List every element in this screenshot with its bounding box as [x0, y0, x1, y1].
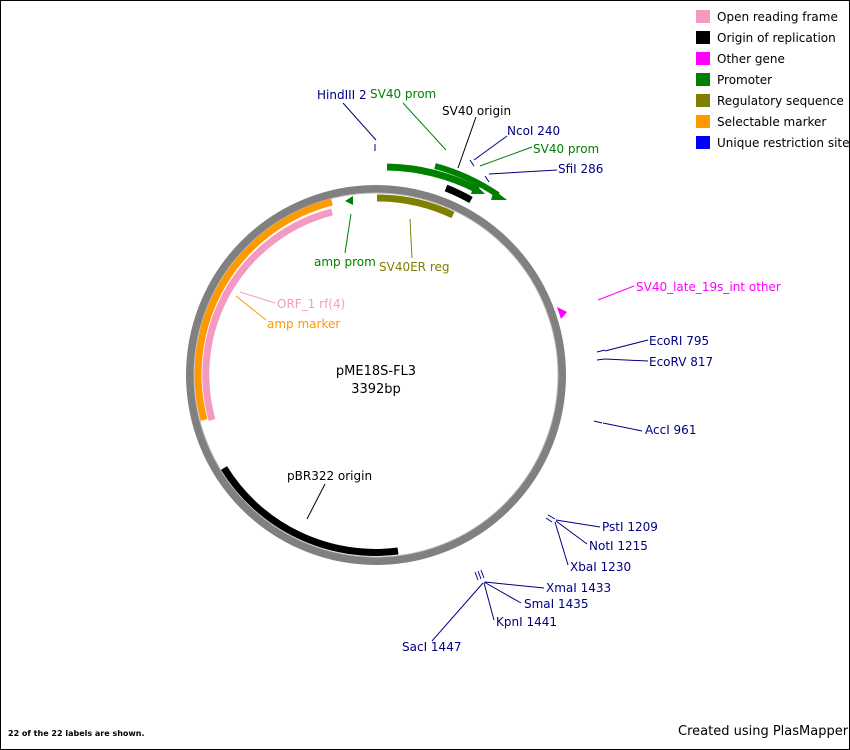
legend-swatch-marker: [696, 115, 710, 128]
legend: Open reading frame Origin of replication…: [696, 10, 850, 150]
hindiii-leader: [342, 102, 377, 141]
legend-swatch-other: [696, 52, 710, 65]
ecorv-label: EcoRV 817: [649, 355, 713, 369]
backbone-inner-line: [193, 192, 559, 558]
ecorv-leader: [604, 358, 649, 362]
ncoi-tick: [469, 159, 475, 167]
sv40-prom-a-leader: [402, 102, 447, 151]
plasmid-name: pME18S-FL3: [336, 364, 416, 379]
orf1-arc: [202, 208, 333, 421]
smai-leader: [483, 581, 522, 604]
sv40er-reg-leader: [409, 218, 413, 259]
legend-swatch-orf: [696, 10, 710, 23]
credit-text: Created using PlasMapper: [678, 724, 849, 739]
legend-swatch-regulatory: [696, 94, 710, 107]
acci-leader: [602, 422, 643, 432]
sv40er-reg-arc: [376, 194, 455, 219]
sv40-late-leader: [597, 285, 635, 301]
sv40-late-label: SV40_late_19s_int other: [636, 280, 781, 294]
amp-marker-arc: [194, 198, 333, 421]
sv40-prom-b-leader: [479, 146, 533, 167]
legend-swatch-origin: [696, 31, 710, 44]
xmai-label: XmaI 1433: [546, 581, 611, 595]
legend-label-other: Other gene: [717, 52, 785, 66]
pbr322-leader: [306, 483, 326, 520]
legend-swatch-restriction: [696, 136, 710, 149]
saci-leader: [431, 582, 484, 642]
xmai-leader: [484, 581, 545, 589]
acci-tick: [593, 420, 603, 424]
xmai-tick-a: [474, 571, 479, 581]
legend-label-orf: Open reading frame: [717, 10, 838, 24]
kpni-leader: [483, 582, 495, 621]
labels-shown-note: 22 of the 22 labels are shown.: [8, 729, 145, 738]
pbr322-label: pBR322 origin: [287, 469, 372, 483]
legend-label-origin: Origin of replication: [717, 31, 836, 45]
sv40-prom-b-label: SV40 prom: [533, 142, 599, 156]
xmai-tick-b: [477, 570, 482, 580]
sv40-prom-arc-a-arrow: [471, 183, 485, 194]
ncoi-label: NcoI 240: [507, 124, 560, 138]
sv40er-reg-label: SV40ER reg: [379, 260, 450, 274]
sv40-prom-arc-b-arrow: [491, 190, 507, 200]
sfii-leader: [488, 169, 558, 175]
noti-label: NotI 1215: [589, 539, 648, 553]
legend-label-regulatory: Regulatory sequence: [717, 94, 844, 108]
sfii-tick: [484, 175, 490, 183]
legend-swatch-promoter: [696, 73, 710, 86]
pbr322-origin-arc: [221, 466, 399, 556]
legend-label-marker: Selectable marker: [717, 115, 826, 129]
xbai-leader: [554, 521, 569, 566]
sv40-origin-leader: [457, 116, 477, 169]
kpni-label: KpnI 1441: [496, 615, 557, 629]
amp-prom-leader: [344, 213, 352, 254]
sv40-origin-label: SV40 origin: [442, 104, 511, 118]
hindiii-label: HindIII 2: [317, 88, 367, 102]
psti-leader: [555, 519, 601, 528]
legend-label-restriction: Unique restriction site: [717, 136, 850, 150]
orf1-leader: [239, 291, 276, 304]
amp-prom-mark: [345, 196, 353, 205]
psti-label: PstI 1209: [602, 520, 658, 534]
noti-leader: [555, 520, 588, 545]
xbai-label: XbaI 1230: [570, 560, 631, 574]
sv40-prom-arc-a: [386, 163, 480, 194]
orf1-label: ORF_1 rf(4): [277, 297, 345, 311]
legend-label-promoter: Promoter: [717, 73, 772, 87]
amp-prom-label: amp prom: [314, 255, 376, 269]
saci-label: SacI 1447: [402, 640, 461, 654]
sv40-prom-a-label: SV40 prom: [370, 87, 436, 101]
ncoi-leader: [473, 135, 508, 161]
plasmid-size: 3392bp: [351, 382, 401, 397]
psti-tick-a: [545, 517, 553, 523]
backbone-ring: [186, 185, 566, 565]
ecori-label: EcoRI 795: [649, 334, 709, 348]
sv40-late-mark: [557, 307, 567, 319]
acci-label: AccI 961: [645, 423, 696, 437]
amp-marker-leader: [235, 295, 267, 321]
ecorv-tick: [596, 358, 606, 361]
smai-label: SmaI 1435: [524, 597, 589, 611]
amp-marker-label: amp marker: [267, 317, 340, 331]
ecori-tick: [596, 349, 606, 353]
xmai-tick-c: [480, 569, 485, 579]
ecori-leader: [604, 339, 649, 352]
sfii-label: SfiI 286: [558, 162, 603, 176]
psti-tick-b: [547, 514, 556, 520]
sv40-origin-arc: [444, 184, 473, 204]
